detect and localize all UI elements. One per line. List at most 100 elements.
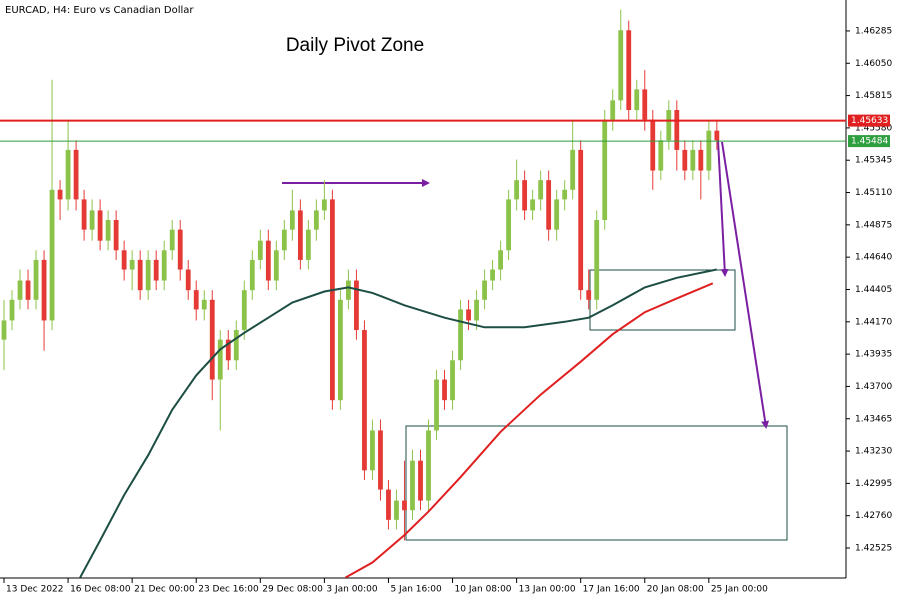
zone-box (589, 269, 736, 331)
y-tick-label: 1.44640 (855, 253, 892, 263)
moving-average (79, 268, 718, 578)
moving-average (344, 282, 714, 578)
candle-body (233, 330, 239, 361)
x-tick-label: 29 Dec 08:00 (262, 585, 323, 595)
candle-body (249, 259, 255, 291)
candle-body (482, 280, 487, 300)
x-tick-label: 25 Jan 00:00 (711, 585, 768, 595)
candle-body (193, 290, 199, 310)
candle-body (97, 210, 103, 241)
candle-body (546, 180, 552, 230)
candle-body (562, 189, 568, 200)
y-tick-label: 1.43465 (855, 414, 892, 424)
candle-body (362, 330, 367, 471)
candle-body (690, 149, 696, 171)
candle-body (674, 110, 680, 150)
candle-body (578, 149, 584, 291)
chart-title: EURCAD, H4: Euro vs Canadian Dollar (5, 5, 194, 16)
candle-body (650, 119, 656, 171)
y-tick-label: 1.44875 (855, 220, 892, 230)
level-label-bg (848, 114, 890, 127)
candle-body (426, 430, 431, 501)
candle-body (65, 149, 71, 200)
candle-body (113, 220, 119, 251)
candle-body (394, 500, 399, 520)
y-tick-label: 1.42525 (855, 544, 892, 554)
y-tick-label: 1.43935 (855, 350, 892, 360)
candle-body (145, 259, 151, 291)
plot-area (0, 9, 846, 578)
x-tick-label: 21 Dec 00:00 (134, 585, 195, 595)
candle-body (201, 299, 207, 310)
candle-body (514, 180, 520, 200)
candle-body (498, 250, 503, 270)
candle-body (594, 220, 600, 300)
candle-body (177, 229, 183, 270)
candle-body (626, 30, 632, 111)
candle-body (474, 299, 479, 321)
candle-body (257, 240, 263, 260)
y-tick-label: 1.45110 (855, 188, 892, 198)
candle-body (89, 210, 95, 230)
candle-body (538, 180, 544, 200)
y-tick-label: 1.44170 (855, 317, 892, 327)
candle-body (698, 149, 704, 171)
candle-body (41, 259, 47, 321)
candle-body (666, 110, 672, 141)
candle-body (346, 280, 351, 300)
candle-body (442, 379, 447, 401)
candle-body (17, 280, 23, 300)
x-tick-label: 13 Dec 2022 (6, 585, 64, 595)
candle-body (570, 149, 576, 190)
candle-body (610, 100, 616, 120)
candle-body (602, 119, 608, 221)
candle-body (9, 299, 15, 321)
candle-body (370, 430, 375, 471)
candle-body (490, 269, 495, 281)
candle-body (682, 149, 688, 171)
y-tick-label: 1.43700 (855, 382, 892, 392)
y-tick-label: 1.45580 (855, 123, 892, 133)
y-tick-label: 1.42760 (855, 511, 892, 521)
candle-body (402, 500, 407, 511)
candle-body (450, 360, 455, 401)
candle-body (354, 280, 359, 331)
candle-body (642, 89, 648, 120)
candle-body (73, 149, 79, 200)
x-tick-label: 23 Dec 16:00 (198, 585, 259, 595)
y-tick-label: 1.44405 (855, 285, 892, 295)
candle-body (337, 299, 343, 401)
candle-body (297, 210, 303, 260)
y-tick-label: 1.45345 (855, 156, 892, 166)
candle-body (618, 30, 624, 101)
candle-body (554, 199, 560, 230)
candle-body (418, 460, 423, 501)
candle-body (161, 250, 167, 281)
level-label: 1.45484 (851, 137, 888, 147)
candle-body (81, 199, 87, 230)
level-label: 1.45633 (851, 116, 888, 126)
zone-box (405, 425, 788, 541)
candle-body (313, 210, 319, 230)
x-tick-label: 5 Jan 16:00 (390, 585, 442, 595)
x-tick-label: 20 Jan 08:00 (647, 585, 704, 595)
candle-body (458, 309, 463, 361)
x-tick-label: 16 Dec 08:00 (70, 585, 131, 595)
level-label-bg (848, 135, 890, 148)
y-tick-label: 1.46285 (855, 26, 892, 36)
candle-body (289, 210, 295, 230)
candle-body (634, 89, 640, 111)
candle-body (506, 199, 512, 251)
candle-body (706, 130, 712, 171)
candle-body (714, 130, 720, 141)
y-tick-label: 1.42995 (855, 479, 892, 489)
candle-body (185, 269, 191, 291)
candle-body (105, 220, 111, 241)
candle-body (49, 189, 55, 321)
candle-body (169, 229, 175, 251)
y-tick-label: 1.46050 (855, 59, 892, 69)
candle-body (281, 229, 287, 251)
candle-body (522, 180, 528, 211)
candle-body (209, 299, 215, 380)
